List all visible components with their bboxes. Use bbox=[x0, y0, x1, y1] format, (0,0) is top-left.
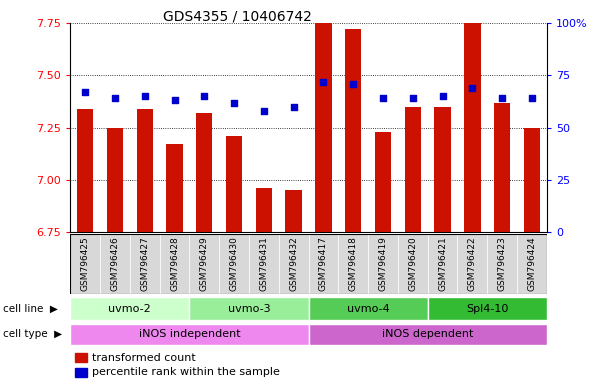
Bar bbox=[309, 324, 547, 345]
Bar bbox=[309, 234, 338, 294]
Bar bbox=[159, 234, 189, 294]
Text: GSM796417: GSM796417 bbox=[319, 236, 328, 291]
Point bbox=[348, 81, 358, 87]
Bar bbox=[219, 234, 249, 294]
Point bbox=[80, 89, 90, 95]
Bar bbox=[226, 136, 243, 232]
Bar bbox=[255, 189, 272, 232]
Bar bbox=[428, 297, 547, 320]
Bar bbox=[189, 234, 219, 294]
Text: uvmo-4: uvmo-4 bbox=[347, 304, 389, 314]
Text: GSM796430: GSM796430 bbox=[230, 236, 238, 291]
Text: GSM796431: GSM796431 bbox=[260, 236, 268, 291]
Bar bbox=[398, 234, 428, 294]
Point bbox=[467, 85, 477, 91]
Text: GSM796419: GSM796419 bbox=[379, 236, 387, 291]
Bar bbox=[279, 234, 309, 294]
Bar bbox=[107, 127, 123, 232]
Bar bbox=[77, 109, 93, 232]
Point bbox=[170, 98, 180, 104]
Bar bbox=[249, 234, 279, 294]
Text: GSM796423: GSM796423 bbox=[498, 236, 507, 291]
Bar bbox=[517, 234, 547, 294]
Bar bbox=[315, 8, 332, 232]
Point bbox=[378, 95, 388, 101]
Bar bbox=[285, 190, 302, 232]
Text: GSM796432: GSM796432 bbox=[289, 236, 298, 291]
Bar bbox=[70, 234, 100, 294]
Point bbox=[140, 93, 150, 99]
Text: GSM796429: GSM796429 bbox=[200, 236, 209, 291]
Bar bbox=[75, 368, 87, 377]
Bar bbox=[100, 234, 130, 294]
Bar bbox=[494, 103, 510, 232]
Text: GSM796421: GSM796421 bbox=[438, 236, 447, 291]
Point bbox=[527, 95, 537, 101]
Bar bbox=[434, 107, 451, 232]
Text: iNOS independent: iNOS independent bbox=[139, 329, 240, 339]
Text: iNOS dependent: iNOS dependent bbox=[382, 329, 474, 339]
Text: uvmo-3: uvmo-3 bbox=[228, 304, 270, 314]
Point bbox=[497, 95, 507, 101]
Bar bbox=[136, 109, 153, 232]
Text: GSM796422: GSM796422 bbox=[468, 236, 477, 291]
Text: Spl4-10: Spl4-10 bbox=[466, 304, 508, 314]
Bar bbox=[309, 297, 428, 320]
Point bbox=[259, 108, 269, 114]
Bar bbox=[75, 353, 87, 362]
Bar bbox=[338, 234, 368, 294]
Text: GSM796425: GSM796425 bbox=[81, 236, 90, 291]
Bar bbox=[189, 297, 309, 320]
Point bbox=[110, 95, 120, 101]
Text: GSM796428: GSM796428 bbox=[170, 236, 179, 291]
Bar bbox=[464, 0, 481, 232]
Text: GDS4355 / 10406742: GDS4355 / 10406742 bbox=[163, 10, 312, 23]
Bar bbox=[458, 234, 488, 294]
Text: percentile rank within the sample: percentile rank within the sample bbox=[92, 367, 280, 377]
Bar bbox=[196, 113, 213, 232]
Point bbox=[437, 93, 447, 99]
Bar bbox=[524, 127, 540, 232]
Text: GSM796427: GSM796427 bbox=[141, 236, 149, 291]
Text: transformed count: transformed count bbox=[92, 353, 196, 363]
Text: cell line  ▶: cell line ▶ bbox=[3, 304, 58, 314]
Bar bbox=[130, 234, 159, 294]
Bar bbox=[166, 144, 183, 232]
Point bbox=[199, 93, 209, 99]
Point bbox=[408, 95, 418, 101]
Bar bbox=[428, 234, 458, 294]
Point bbox=[318, 79, 328, 85]
Point bbox=[289, 104, 299, 110]
Point bbox=[229, 99, 239, 106]
Text: GSM796418: GSM796418 bbox=[349, 236, 357, 291]
Bar bbox=[404, 107, 421, 232]
Bar bbox=[375, 132, 391, 232]
Bar bbox=[70, 324, 309, 345]
Bar bbox=[488, 234, 517, 294]
Text: cell type  ▶: cell type ▶ bbox=[3, 329, 62, 339]
Text: GSM796420: GSM796420 bbox=[408, 236, 417, 291]
Text: GSM796424: GSM796424 bbox=[527, 236, 536, 291]
Bar bbox=[345, 29, 362, 232]
Bar bbox=[368, 234, 398, 294]
Text: uvmo-2: uvmo-2 bbox=[109, 304, 151, 314]
Text: GSM796426: GSM796426 bbox=[111, 236, 119, 291]
Bar bbox=[70, 297, 189, 320]
